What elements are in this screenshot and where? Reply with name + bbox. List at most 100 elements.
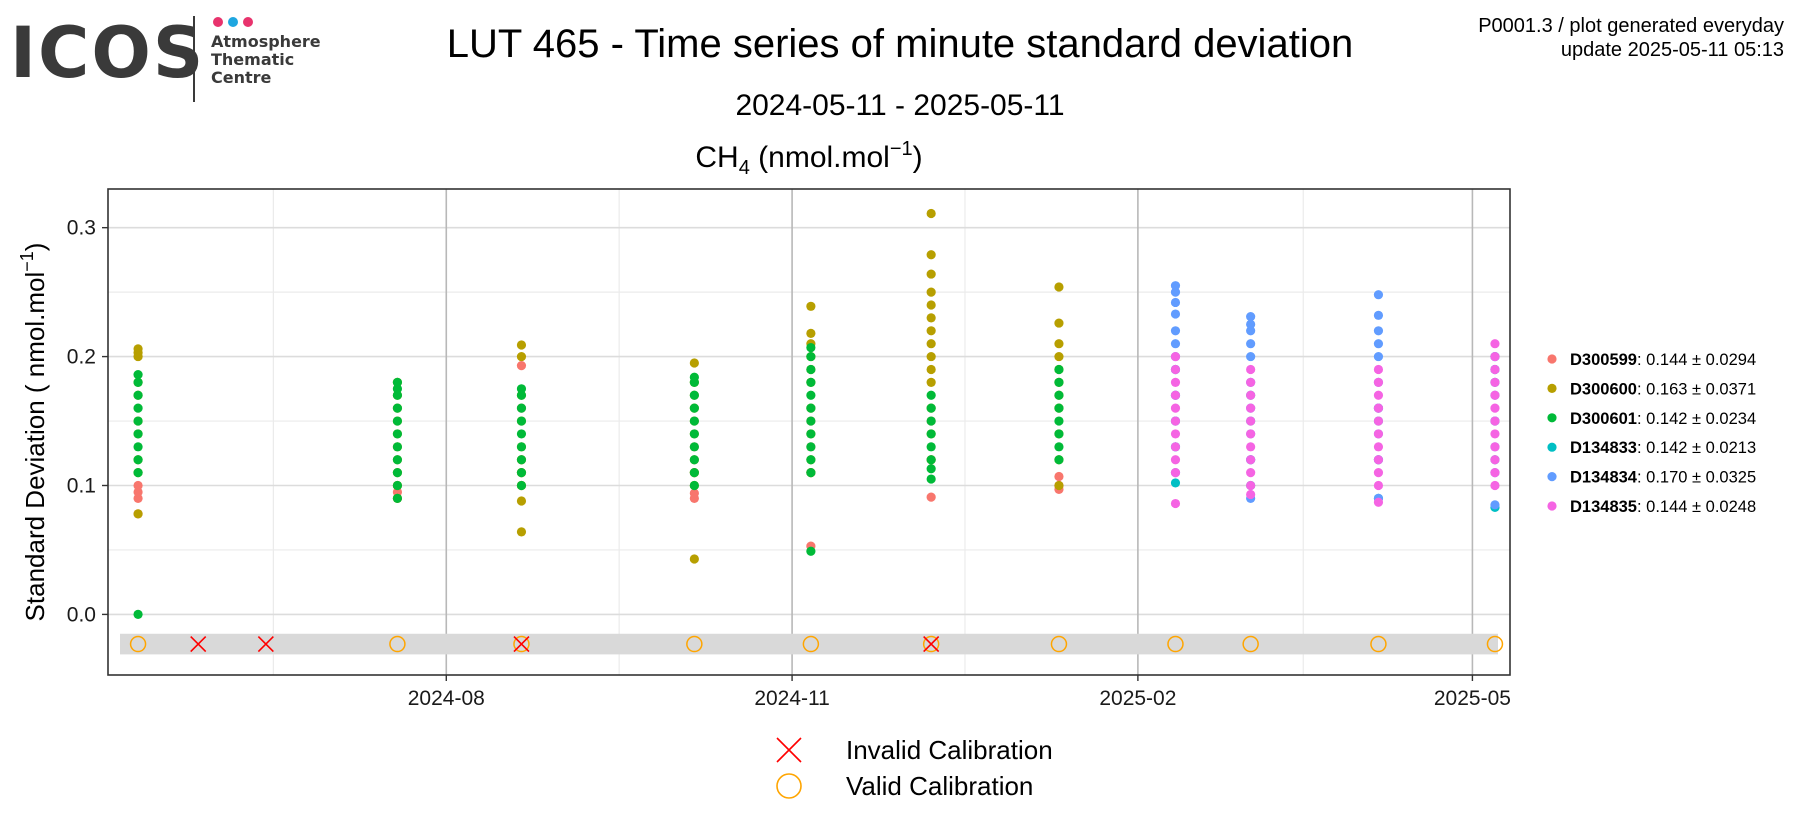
legend-key-D300600: [1547, 383, 1557, 393]
data-point-D134835: [1246, 468, 1256, 478]
data-point-D300600: [133, 509, 143, 519]
data-point-D300600: [806, 328, 816, 338]
data-point-D300601: [392, 493, 403, 503]
data-point-D134835: [1490, 455, 1500, 465]
data-point-D300601: [689, 416, 699, 426]
plot-panel-border: [107, 188, 1511, 676]
data-point-D300601: [392, 403, 403, 413]
data-point-D300601: [806, 377, 816, 387]
data-point-D300601: [516, 390, 527, 400]
data-point-D134835: [1490, 351, 1500, 362]
valid-calibration-marker: [1242, 635, 1259, 653]
icos-logo: ICOS Atmosphere Thematic Centre: [10, 14, 340, 104]
data-point-D300600: [926, 208, 936, 219]
legend-label-D300599: D300599: 0.144 ± 0.0294: [1570, 351, 1756, 369]
data-point-D134835: [1373, 377, 1384, 387]
data-point-D134833: [1170, 478, 1181, 488]
legend-key-D300601: [1547, 413, 1557, 423]
data-point-D300599: [392, 487, 403, 497]
data-point-D134835: [1490, 442, 1500, 452]
legend-key-D134835: [1547, 501, 1557, 511]
logo-divider: [193, 16, 195, 102]
data-point-D300600: [516, 340, 527, 350]
data-point-D300601: [516, 480, 527, 491]
data-point-D300601: [806, 364, 816, 375]
data-point-D300599: [133, 487, 143, 497]
invalid-calibration-marker: [923, 635, 940, 653]
data-point-D300600: [1054, 351, 1064, 362]
data-point-D300601: [516, 416, 527, 426]
data-point-D134835: [1246, 416, 1256, 426]
data-point-D300601: [806, 455, 816, 465]
data-point-D300601: [689, 390, 699, 400]
data-point-D300601: [926, 429, 936, 439]
data-point-D134835: [1373, 416, 1384, 426]
data-point-D300601: [392, 455, 403, 465]
valid-calibration-marker: [922, 635, 940, 653]
data-point-D134835: [1490, 480, 1500, 491]
x-tick-label: 2024-08: [408, 687, 485, 710]
data-point-D300601: [926, 403, 936, 413]
data-point-D134834: [1246, 319, 1256, 329]
data-point-D300600: [689, 358, 699, 368]
data-point-D300599: [1054, 471, 1064, 482]
data-point-D300601: [806, 351, 816, 362]
data-point-D300600: [926, 269, 936, 279]
data-point-D300601: [926, 474, 936, 484]
data-point-D300601: [392, 442, 403, 452]
valid-calibration-marker: [129, 635, 147, 653]
data-point-D300599: [689, 488, 699, 498]
data-point-D134835: [1170, 455, 1181, 465]
data-point-D134835: [1246, 364, 1256, 375]
data-point-D134834: [1246, 312, 1256, 322]
data-point-D300601: [806, 403, 816, 413]
logo-line-thematic: Thematic: [211, 50, 295, 69]
legend-key-D300599: [1547, 354, 1557, 364]
data-point-D134834: [1246, 339, 1256, 349]
data-point-D300601: [133, 442, 143, 452]
data-point-D134835: [1246, 403, 1256, 413]
data-point-D300601: [689, 372, 699, 382]
data-point-D300601: [133, 377, 143, 387]
valid-calibration-marker: [686, 635, 703, 653]
data-point-D300601: [926, 442, 936, 452]
data-point-D300601: [133, 468, 143, 478]
data-point-D300601: [392, 384, 403, 394]
data-point-D300600: [516, 496, 527, 506]
data-point-D300601: [133, 390, 143, 400]
data-point-D134835: [1373, 468, 1384, 478]
data-point-D134834: [1246, 351, 1256, 362]
data-point-D300600: [926, 351, 936, 362]
data-point-D134834: [1490, 500, 1500, 510]
data-point-D300601: [1054, 429, 1064, 439]
date-range-subtitle: 2024-05-11 - 2025-05-11: [735, 89, 1065, 122]
legend-invalid-calibration-icon: [776, 737, 802, 763]
data-point-D134835: [1373, 403, 1384, 413]
data-point-D134835: [1170, 416, 1181, 426]
data-point-D300601: [516, 403, 527, 413]
data-point-D134835: [1373, 455, 1384, 465]
y-tick-label: 0.3: [67, 217, 96, 240]
data-point-D300601: [689, 403, 699, 413]
data-point-D134835: [1373, 364, 1384, 375]
data-point-D300600: [806, 301, 816, 311]
legend-key-D134834: [1547, 472, 1557, 482]
data-point-D300601: [689, 442, 699, 452]
valid-calibration-marker: [1486, 635, 1504, 653]
data-point-D300601: [516, 429, 527, 439]
data-point-D134835: [1373, 390, 1384, 400]
data-point-D300600: [926, 364, 936, 375]
data-point-D300600: [926, 250, 936, 260]
data-point-D134835: [1490, 403, 1500, 413]
data-point-D300601: [133, 370, 143, 380]
x-tick-label: 2024-11: [754, 687, 830, 710]
legend-key-D134833: [1547, 442, 1557, 452]
data-point-D134835: [1170, 442, 1181, 452]
data-point-D300601: [392, 377, 403, 387]
plot-info: P0001.3 / plot generated everyday update…: [1478, 14, 1784, 62]
data-point-D300601: [806, 546, 816, 556]
data-point-D300601: [689, 468, 699, 478]
logo-line-atmosphere: Atmosphere: [211, 32, 321, 51]
data-point-D300601: [1054, 377, 1064, 387]
